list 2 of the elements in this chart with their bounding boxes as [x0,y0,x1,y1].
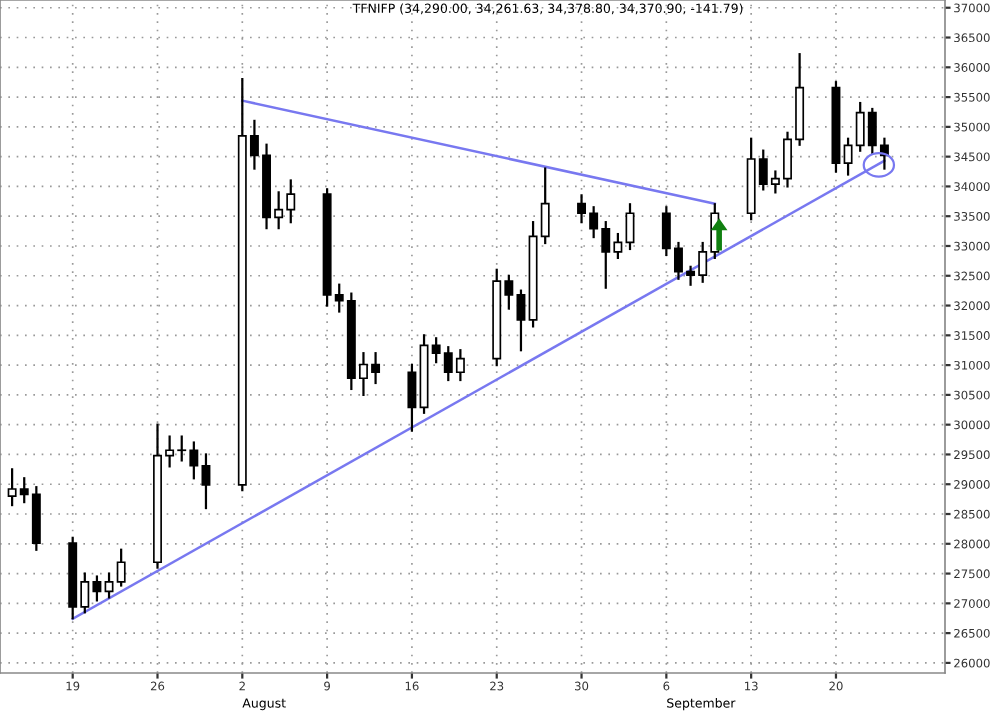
candlestick [407,364,417,432]
candlestick [625,203,635,251]
